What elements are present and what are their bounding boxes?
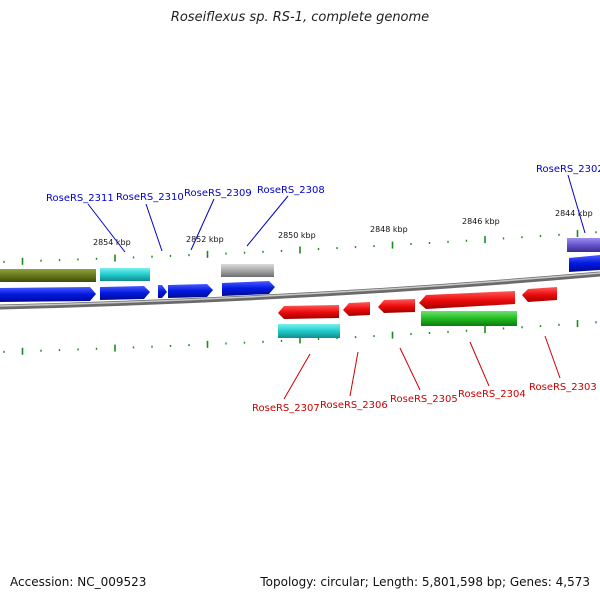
olive-feature[interactable] xyxy=(0,269,96,282)
forward-leader-lines xyxy=(87,174,586,253)
label-roseRS-2311[interactable]: RoseRS_2311 xyxy=(46,193,114,204)
accession-text: Accession: NC_009523 xyxy=(10,575,147,589)
cds-forward-roseRS-2302[interactable] xyxy=(569,255,600,272)
label-roseRS-2302[interactable]: RoseRS_2302 xyxy=(536,164,600,175)
cds-reverse-roseRS-2306[interactable] xyxy=(343,302,370,316)
cds-forward-roseRS-2311[interactable] xyxy=(0,287,96,302)
trna-feature-reverse[interactable] xyxy=(278,324,340,338)
scale-label-2850: 2850 kbp xyxy=(278,231,316,240)
cds-reverse-roseRS-2305[interactable] xyxy=(378,299,415,313)
scale-label-2844: 2844 kbp xyxy=(555,209,593,218)
scale-label-2854: 2854 kbp xyxy=(93,238,131,247)
label-roseRS-2305[interactable]: RoseRS_2305 xyxy=(390,394,458,405)
map-title: Roseiflexus sp. RS-1, complete genome xyxy=(170,10,430,25)
cds-forward-roseRS-2309[interactable] xyxy=(168,284,213,298)
label-roseRS-2308[interactable]: RoseRS_2308 xyxy=(257,185,325,196)
cds-forward-roseRS-2308[interactable] xyxy=(222,281,275,296)
gray-feature[interactable] xyxy=(221,264,274,277)
scale-label-2852: 2852 kbp xyxy=(186,235,224,244)
cds-forward-small[interactable] xyxy=(158,285,167,298)
label-roseRS-2303[interactable]: RoseRS_2303 xyxy=(529,382,597,393)
label-roseRS-2304[interactable]: RoseRS_2304 xyxy=(458,389,526,400)
cds-reverse-roseRS-2303[interactable] xyxy=(522,287,557,302)
label-roseRS-2309[interactable]: RoseRS_2309 xyxy=(184,188,252,199)
cds-reverse-roseRS-2304[interactable] xyxy=(419,291,515,309)
scale-label-2846: 2846 kbp xyxy=(462,217,500,226)
cds-forward-roseRS-2310[interactable] xyxy=(100,286,150,300)
scale-ticks-top xyxy=(3,230,597,265)
genome-backbone-highlight xyxy=(0,272,600,307)
scale-ticks-bottom xyxy=(3,320,597,355)
scale-label-2848: 2848 kbp xyxy=(370,225,408,234)
purple-feature[interactable] xyxy=(567,238,600,252)
label-roseRS-2306[interactable]: RoseRS_2306 xyxy=(320,400,388,411)
cds-reverse-roseRS-2307[interactable] xyxy=(278,305,339,319)
green-feature[interactable] xyxy=(421,311,517,326)
reverse-leader-lines xyxy=(283,335,561,400)
label-roseRS-2307[interactable]: RoseRS_2307 xyxy=(252,403,320,414)
genome-summary-text: Topology: circular; Length: 5,801,598 bp… xyxy=(260,575,590,589)
genome-backbone xyxy=(0,271,600,310)
label-roseRS-2310[interactable]: RoseRS_2310 xyxy=(116,192,184,203)
trna-feature-forward[interactable] xyxy=(100,268,150,281)
